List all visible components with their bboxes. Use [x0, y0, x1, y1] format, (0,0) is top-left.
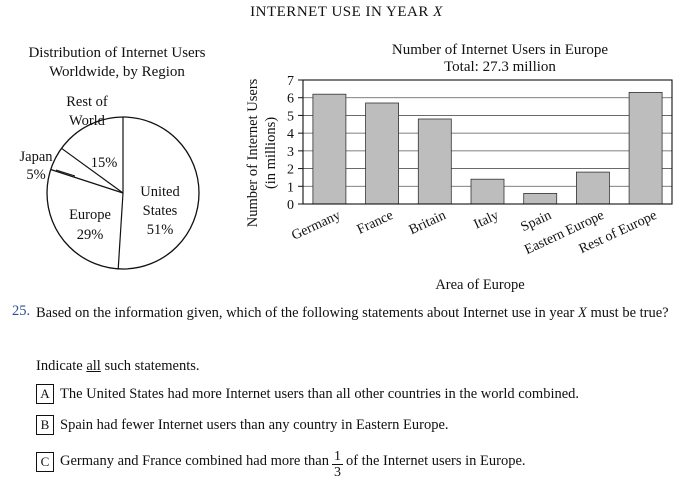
pie-slices: [50, 117, 124, 269]
bar-italy: [470, 178, 505, 205]
option-a-checkbox[interactable]: A: [36, 384, 54, 404]
bar-axes: [302, 79, 673, 205]
pie-chart: Rest of World 15% Japan 5% Europe 29% Un…: [19, 94, 200, 270]
question-instruction: Indicate all such statements.: [36, 358, 200, 375]
option-b[interactable]: B Spain had fewer Internet users than an…: [36, 415, 449, 435]
option-c-text-before: Germany and France combined had more tha…: [60, 453, 329, 469]
pie-chart-title: Distribution of Internet Users Worldwide…: [4, 44, 230, 82]
pie-slice-boundary-3: [50, 168, 124, 194]
option-c-checkbox[interactable]: C: [36, 451, 54, 472]
pie-label-japan-pct: 5%: [26, 167, 45, 183]
y-tick-labels: 0 1 2 3 4 5 6 7: [287, 74, 294, 213]
pie-label-rest-pct: 15%: [91, 155, 118, 171]
instr-before: Indicate: [36, 358, 87, 374]
bar-britain: [417, 118, 452, 205]
x-tick-label-france: France: [355, 208, 396, 238]
pie-label-rest-line1: Rest of: [66, 94, 108, 110]
x-axis-label: Area of Europe: [435, 277, 524, 293]
option-c-text-after: of the Internet users in Europe.: [345, 453, 526, 469]
y-tick-label-6: 6: [287, 92, 294, 107]
pie-title-line2: Worldwide, by Region: [49, 64, 185, 80]
question-text: Based on the information given, which of…: [36, 303, 686, 323]
y-tick-label-0: 0: [287, 198, 294, 213]
fraction-numerator: 1: [331, 449, 343, 465]
figure-title: INTERNET USE IN YEAR X: [0, 4, 693, 21]
bar-chart-title: Number of Internet Users in Europe Total…: [300, 42, 693, 76]
y-tick-label-4: 4: [287, 127, 294, 142]
option-a[interactable]: A The United States had more Internet us…: [36, 384, 579, 404]
pie-label-us-line1: United: [140, 184, 180, 200]
option-a-text: The United States had more Internet user…: [60, 385, 580, 402]
option-b-text: Spain had fewer Internet users than any …: [60, 416, 449, 433]
question-number: 25.: [12, 303, 31, 319]
y-tick-label-2: 2: [287, 163, 294, 178]
pie-slice-boundary-4: [61, 147, 124, 194]
pie-label-us-pct: 51%: [147, 222, 174, 238]
bar-germany: [312, 93, 347, 205]
y-tick-label-1: 1: [287, 180, 294, 195]
pie-label-europe-pct: 29%: [77, 227, 104, 243]
fraction-denominator: 3: [333, 465, 341, 480]
question-text-after: must be true?: [586, 305, 669, 321]
bar-title-line1: Number of Internet Users in Europe: [391, 42, 609, 58]
bar-spain: [523, 192, 558, 205]
y-tick-label-3: 3: [287, 145, 294, 160]
bar-title-line2: Total: 27.3 million: [444, 59, 556, 75]
question-text-var: X: [578, 305, 587, 321]
pie-label-europe: Europe: [69, 207, 111, 223]
x-tick-label-britain: Britain: [407, 208, 449, 238]
plot-frame: [302, 79, 673, 205]
bar-rest-of-europe: [628, 92, 663, 205]
bar-france: [365, 102, 400, 205]
y-axis-label-line1: Number of Internet Users: [245, 78, 261, 227]
instr-after: such statements.: [100, 358, 200, 374]
question-text-before: Based on the information given, which of…: [36, 305, 579, 321]
option-b-checkbox[interactable]: B: [36, 415, 54, 435]
pie-label-us-line2: States: [143, 203, 178, 219]
pie-slice-boundary-2: [117, 192, 124, 269]
figure-title-text: INTERNET USE IN YEAR X: [250, 4, 443, 20]
one-third-fraction: 1 3: [331, 449, 343, 480]
y-tick-label-7: 7: [287, 74, 294, 89]
x-tick-label-germany: Germany: [289, 208, 343, 244]
y-tick-label-5: 5: [287, 109, 294, 124]
japan-leader-line: [55, 169, 76, 177]
pie-label-japan: Japan: [19, 149, 53, 165]
pie-label-rest-line2: World: [69, 113, 106, 129]
y-axis-label-line2: (in millions): [263, 117, 279, 189]
option-c[interactable]: C Germany and France combined had more t…: [36, 446, 526, 480]
x-tick-label-italy: Italy: [472, 208, 502, 232]
pie-title-line1: Distribution of Internet Users: [28, 45, 206, 61]
bar-series: [312, 92, 663, 205]
bar-eastern-europe: [576, 171, 610, 205]
instr-all: all: [86, 358, 101, 374]
